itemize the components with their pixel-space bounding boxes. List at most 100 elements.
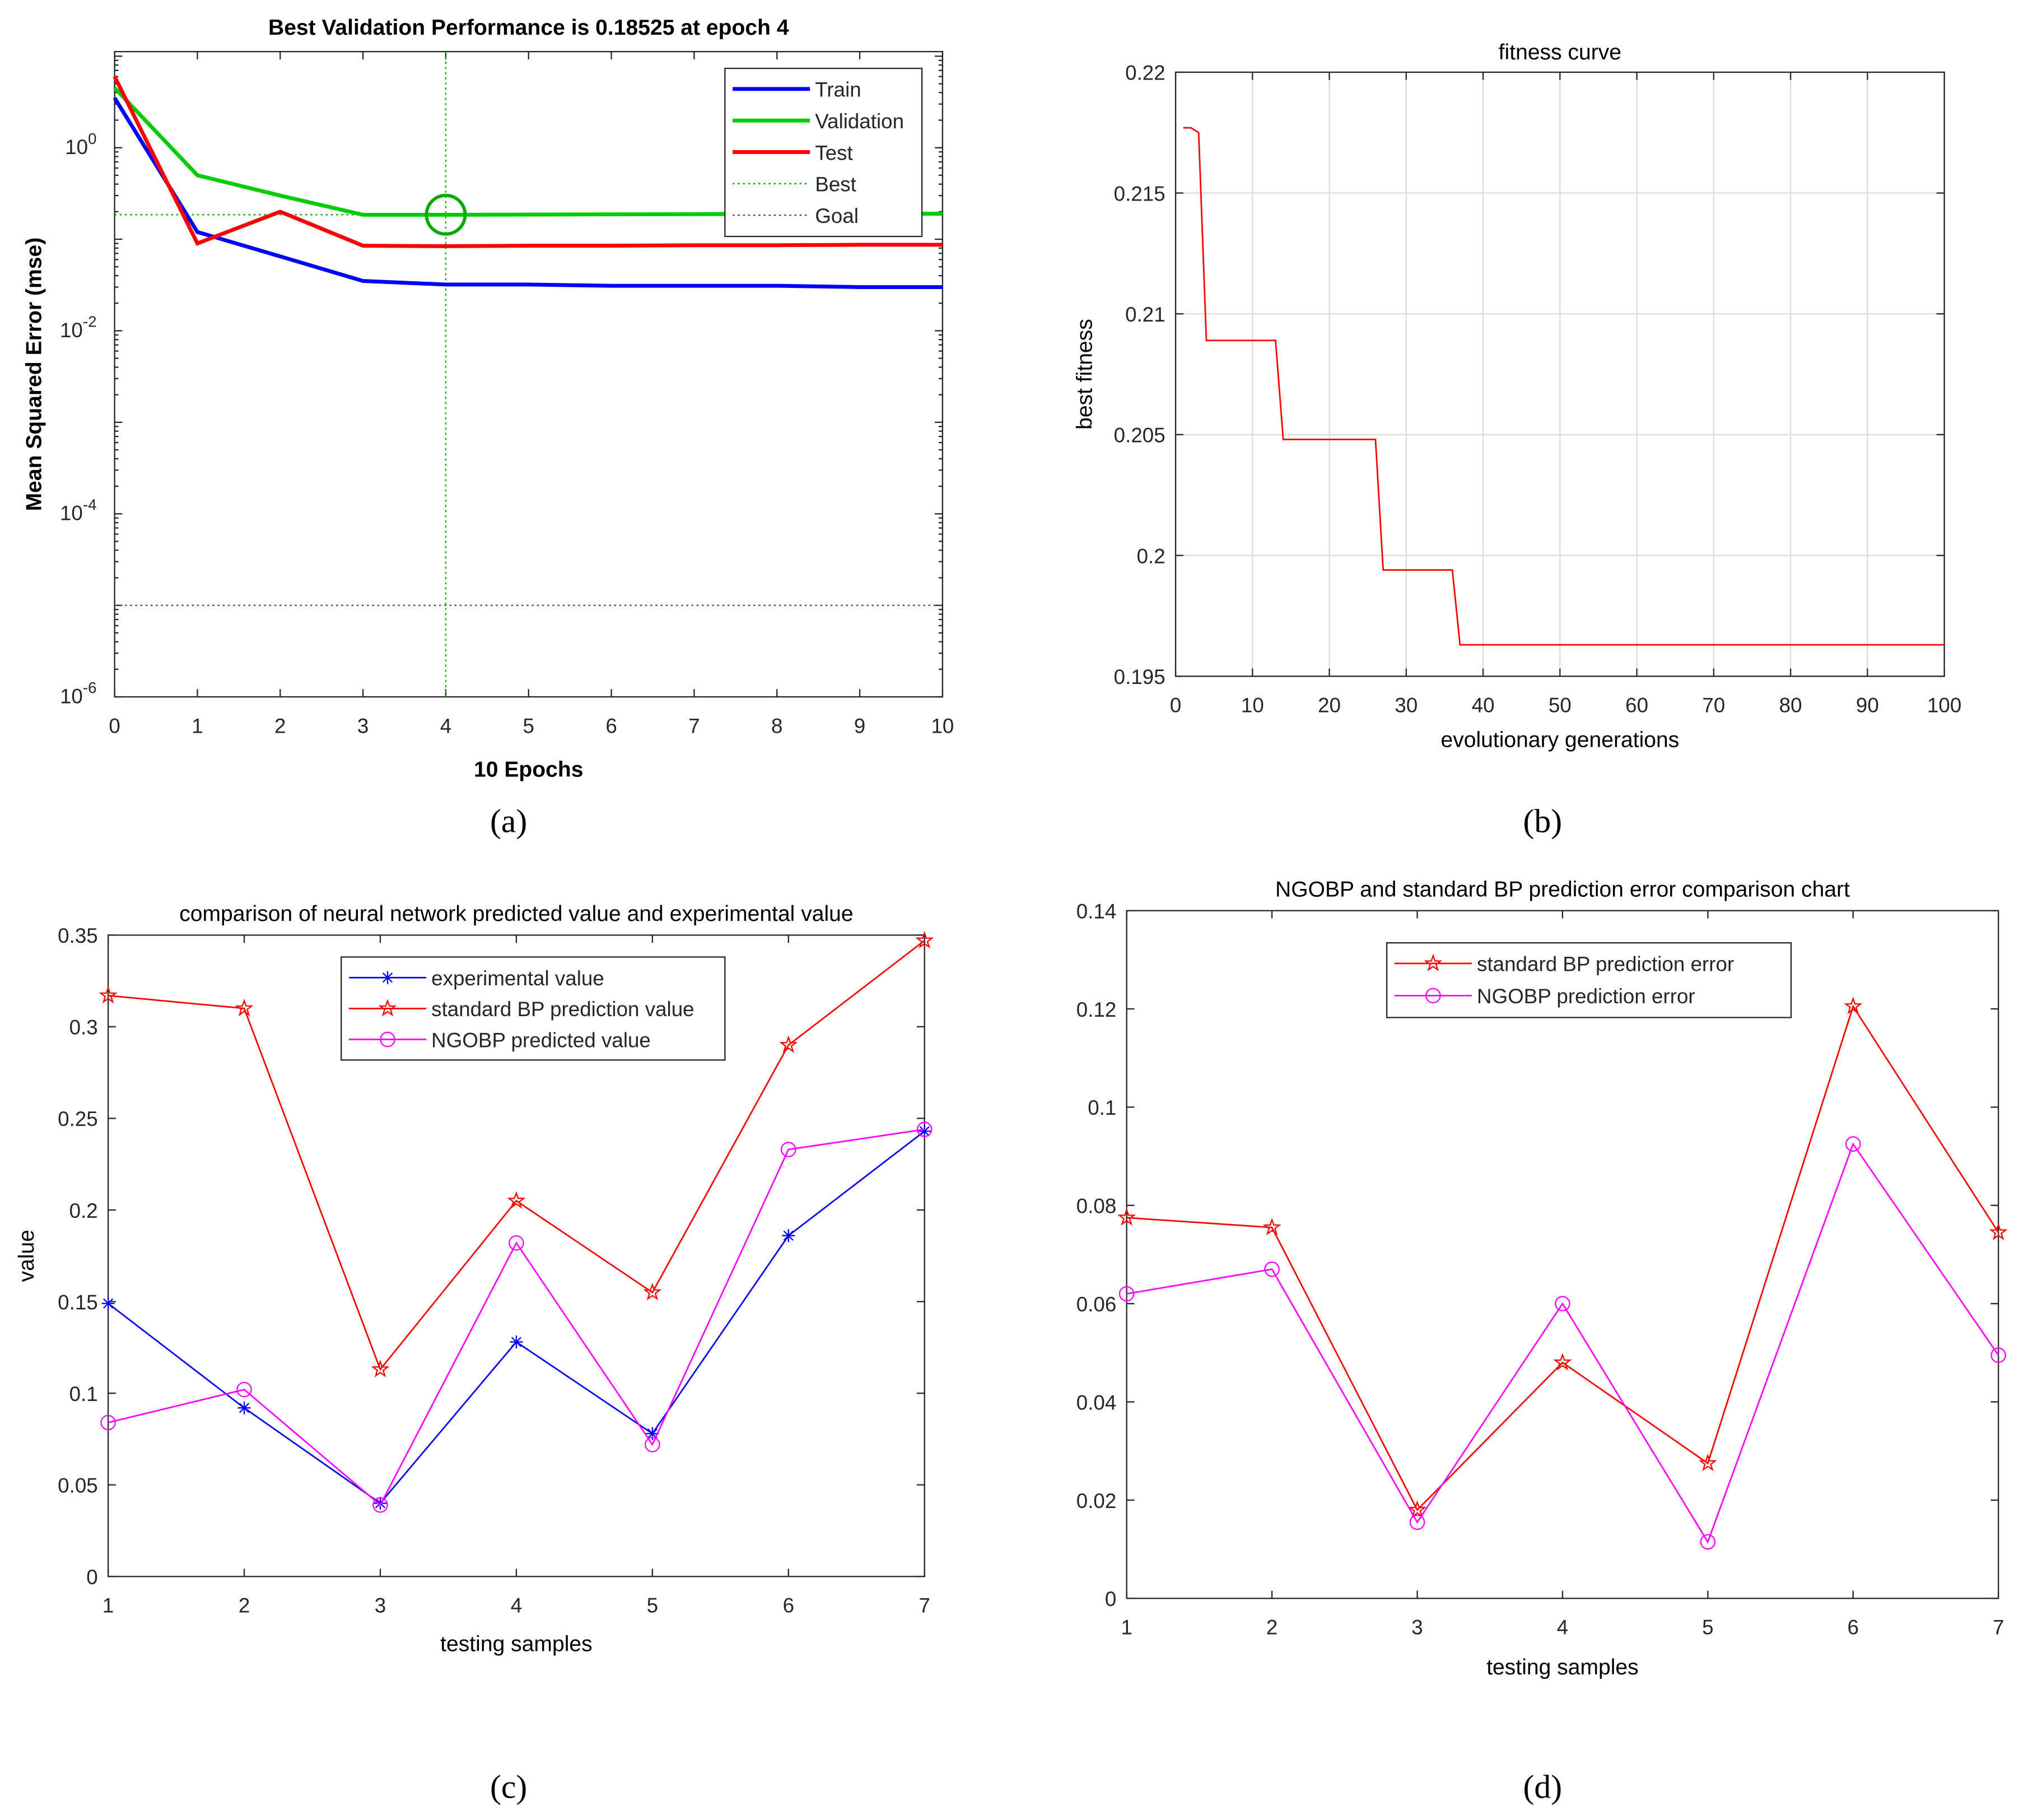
x-axis-label: testing samples — [1486, 1655, 1639, 1679]
legend-label: NGOBP predicted value — [431, 1028, 651, 1051]
data-point-circle — [100, 1414, 116, 1431]
panel-label-a: (a) — [490, 802, 527, 839]
legend-marker-star — [1424, 953, 1443, 971]
y-tick-label: 0 — [86, 1566, 97, 1589]
chart-title: NGOBP and standard BP prediction error c… — [1275, 877, 1850, 901]
data-point-circle — [1118, 1286, 1135, 1302]
data-point-star — [1117, 1208, 1136, 1226]
data-point-asterisk — [237, 1401, 251, 1414]
data-point-star — [507, 1191, 526, 1209]
y-tick-label: 0.215 — [1114, 182, 1165, 205]
y-tick-label: 0.05 — [58, 1474, 98, 1497]
y-tick-label: 0.35 — [58, 924, 98, 947]
x-tick-label: 4 — [511, 1594, 522, 1617]
x-tick-label: 2 — [274, 714, 286, 737]
data-point-star — [1262, 1217, 1281, 1236]
series-line-ngobp-predicted-value — [108, 1128, 925, 1506]
series-line-test — [113, 76, 943, 248]
y-tick-label: 0.12 — [1076, 998, 1117, 1021]
y-tick-label: 0.14 — [1076, 900, 1117, 923]
x-axis-label: 10 Epochs — [474, 758, 583, 782]
legend-marker-star — [378, 999, 397, 1017]
legend-label: Best — [815, 173, 856, 196]
data-point-circle — [236, 1381, 252, 1398]
data-point-circle — [1409, 1514, 1425, 1530]
data-point-circle — [1845, 1136, 1861, 1152]
data-point-circle — [1555, 1296, 1570, 1312]
x-tick-label: 9 — [854, 714, 865, 737]
x-tick-label: 20 — [1318, 694, 1341, 717]
legend-label: NGOBP prediction error — [1477, 985, 1695, 1008]
legend-label: experimental value — [431, 967, 604, 990]
legend-label: standard BP prediction error — [1477, 953, 1734, 976]
y-tick-label: 0.22 — [1125, 62, 1165, 85]
data-point-star — [99, 985, 118, 1004]
axes-box — [107, 934, 925, 1577]
chart-title: fitness curve — [1499, 40, 1621, 64]
legend-label: Goal — [815, 204, 859, 227]
chart-c-predicted-vs-experimental: 1 2 3 4 5 6 7 0 0.05 0.1 0.15 0.2 0.25 0.3 0.35 compari… — [15, 902, 934, 1656]
data-point-circle — [781, 1142, 796, 1157]
x-tick-label: 0 — [109, 714, 120, 737]
y-tick-label: 0.04 — [1076, 1391, 1117, 1414]
x-tick-label: 2 — [1266, 1616, 1277, 1639]
x-axis-label: evolutionary generations — [1440, 728, 1679, 752]
axes-box — [1126, 910, 1999, 1599]
x-tick-label: 6 — [1848, 1616, 1859, 1639]
series-line-best-fitness — [1183, 127, 1945, 646]
panel-label-c: (c) — [490, 1768, 527, 1805]
x-tick-label: 2 — [239, 1594, 250, 1617]
y-tick-label: 0.1 — [1088, 1096, 1116, 1119]
legend: experimental value standard BP prediction… — [341, 956, 726, 1061]
x-tick-label: 80 — [1779, 694, 1802, 717]
y-tick-label: 0.3 — [69, 1016, 98, 1039]
data-point-star — [915, 930, 934, 949]
data-point-star — [1844, 997, 1863, 1014]
x-tick-label: 40 — [1472, 694, 1495, 717]
x-tick-label: 4 — [1557, 1616, 1568, 1639]
y-tick-label: 0.21 — [1125, 303, 1165, 326]
series-line-standard-bp-prediction-value — [108, 940, 925, 1371]
data-point-asterisk — [646, 1427, 659, 1440]
x-tick-label: 30 — [1395, 694, 1418, 717]
legend-label: standard BP prediction value — [431, 998, 694, 1021]
best-point-marker — [425, 193, 467, 236]
x-tick-label: 3 — [357, 714, 369, 737]
x-axis-label: testing samples — [440, 1632, 593, 1656]
y-tick-label: 0.205 — [1114, 424, 1165, 447]
x-tick-label: 3 — [1411, 1616, 1423, 1639]
chart-d-prediction-error: 1 2 3 4 5 6 7 0 0.02 0.04 0.06 0.08 0.1 0.12 0.14 NGOBP… — [1076, 877, 2008, 1679]
x-tick-label: 10 — [1241, 694, 1264, 717]
series-line-standard-bp-prediction-error — [1126, 1004, 1999, 1511]
y-tick-label: 0.25 — [58, 1107, 98, 1130]
series-line-train — [113, 96, 943, 289]
data-point-star — [1698, 1453, 1717, 1472]
chart-b-fitness-curve: 0 10 20 30 40 50 60 70 80 90 100 0.195 0.2 0.205 0.21 0… — [1073, 40, 1962, 752]
y-tick-label: 0.08 — [1076, 1195, 1117, 1218]
panel-label-b: (b) — [1523, 802, 1562, 839]
y-tick-label: 0.06 — [1076, 1293, 1117, 1316]
legend-marker-circle — [380, 1031, 395, 1048]
x-tick-label: 7 — [919, 1594, 930, 1617]
y-tick-label: 0 — [1105, 1588, 1116, 1610]
x-tick-label: 6 — [783, 1594, 794, 1617]
x-tick-label: 10 — [931, 714, 954, 737]
y-tick-label: 100 — [65, 130, 96, 159]
panel-label-d: (d) — [1523, 1768, 1562, 1805]
x-tick-label: 90 — [1856, 694, 1879, 717]
x-tick-label: 60 — [1625, 694, 1648, 717]
data-point-star — [779, 1035, 798, 1053]
data-point-circle — [509, 1235, 524, 1251]
data-point-circle — [372, 1497, 388, 1513]
y-tick-label: 10-4 — [60, 496, 96, 524]
y-tick-label: 0.2 — [69, 1199, 98, 1222]
data-point-circle — [645, 1436, 660, 1453]
data-point-circle — [1264, 1262, 1280, 1277]
legend: standard BP prediction error NGOBP predic… — [1386, 942, 1792, 1018]
x-tick-label: 4 — [440, 714, 451, 737]
data-point-asterisk — [510, 1335, 523, 1349]
x-tick-label: 70 — [1702, 694, 1725, 717]
x-tick-label: 50 — [1549, 694, 1572, 717]
x-tick-label: 3 — [375, 1594, 386, 1617]
